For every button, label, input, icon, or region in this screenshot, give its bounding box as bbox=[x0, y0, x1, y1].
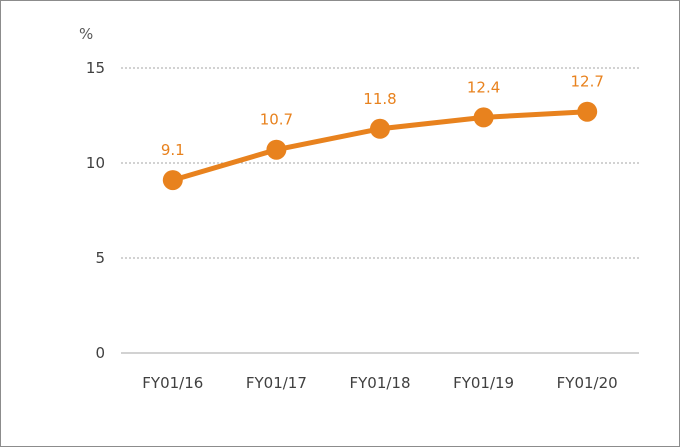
y-tick-label: 0 bbox=[95, 344, 105, 362]
data-points bbox=[162, 101, 598, 191]
data-point bbox=[577, 101, 598, 122]
x-tick-label: FY01/17 bbox=[246, 374, 307, 392]
data-point bbox=[473, 107, 494, 128]
data-label: 10.7 bbox=[260, 111, 293, 129]
x-tick-label: FY01/20 bbox=[557, 374, 618, 392]
x-axis-ticks: FY01/16 FY01/17 FY01/18 FY01/19 FY01/20 bbox=[142, 374, 617, 392]
data-point bbox=[370, 118, 390, 139]
y-tick-label: 15 bbox=[86, 59, 105, 77]
data-point bbox=[266, 139, 287, 160]
data-label: 11.8 bbox=[363, 90, 396, 108]
data-label: 9.1 bbox=[161, 141, 185, 159]
data-labels: 9.1 10.7 11.8 12.4 12.7 bbox=[161, 73, 604, 159]
y-axis-ticks: 0 5 10 15 bbox=[86, 59, 105, 362]
x-tick-label: FY01/19 bbox=[453, 374, 514, 392]
data-label: 12.7 bbox=[570, 73, 603, 91]
data-point bbox=[162, 170, 183, 191]
y-tick-label: 10 bbox=[86, 154, 105, 172]
data-label: 12.4 bbox=[467, 78, 500, 96]
x-tick-label: FY01/16 bbox=[142, 374, 203, 392]
x-tick-label: FY01/18 bbox=[349, 374, 410, 392]
y-tick-label: 5 bbox=[95, 249, 105, 267]
gridlines bbox=[121, 67, 639, 354]
unit-label: % bbox=[79, 25, 93, 43]
